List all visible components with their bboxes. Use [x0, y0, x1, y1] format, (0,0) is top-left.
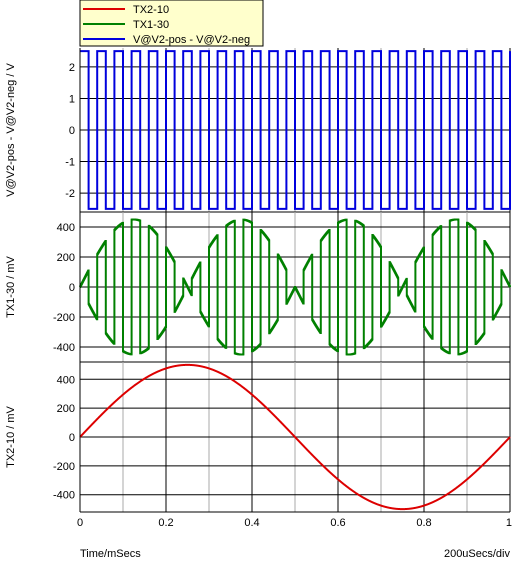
- panel-3: 400 200 0 -200 -400 TX2-10 / mV: [5, 362, 511, 513]
- y-tick-label: 400: [57, 374, 75, 386]
- panel-1: 2 1 0 -1 -2 V@V2-pos - V@V2-neg / V: [5, 48, 511, 213]
- series-line-v-v2-pos-v-v2-neg: [80, 50, 511, 210]
- series-line-tx1-30: [79, 218, 511, 356]
- y-tick-label: 200: [57, 403, 75, 415]
- y-tick-label: -2: [65, 188, 75, 200]
- panel-2: 400 200 0 -200 -400 TX1-30 / mV: [5, 212, 511, 363]
- x-tick-labels: 0 0.2 0.4 0.6 0.8 1: [77, 517, 512, 529]
- y-tick-label: 1: [69, 93, 75, 105]
- x-tick-label: 0: [77, 517, 83, 529]
- legend: TX2-10 TX1-30 V@V2-pos - V@V2-neg: [79, 0, 264, 47]
- x-tick-label: 0.6: [330, 517, 345, 529]
- y-tick-label: -400: [53, 342, 75, 354]
- x-scale-label: 200uSecs/div: [444, 548, 511, 560]
- legend-label-vdiff: V@V2-pos - V@V2-neg: [133, 34, 250, 46]
- y-axis-label: TX1-30 / mV: [5, 255, 17, 317]
- x-axis-label: Time/mSecs: [80, 548, 141, 560]
- y-axis-label: TX2-10 / mV: [5, 405, 17, 467]
- legend-label-tx2-10: TX2-10: [133, 4, 169, 16]
- y-tick-label: -1: [65, 157, 75, 169]
- x-tick-label: 1: [506, 517, 512, 529]
- y-tick-label: 0: [69, 432, 75, 444]
- series-line-tx2-10: [79, 363, 511, 511]
- x-tick-label: 0.8: [416, 517, 431, 529]
- x-tick-label: 0.2: [158, 517, 173, 529]
- plot-panels: 2 1 0 -1 -2 V@V2-pos - V@V2-neg / V 400 200 0 -20…: [5, 48, 511, 513]
- y-tick-label: -400: [53, 490, 75, 502]
- y-tick-label: 200: [57, 252, 75, 264]
- y-tick-label: 400: [57, 222, 75, 234]
- y-tick-label: 0: [69, 282, 75, 294]
- y-tick-label: 2: [69, 62, 75, 74]
- y-tick-label: -200: [53, 312, 75, 324]
- legend-label-tx1-30: TX1-30: [133, 19, 169, 31]
- x-tick-label: 0.4: [244, 517, 259, 529]
- y-tick-label: 0: [69, 125, 75, 137]
- y-tick-label: -200: [53, 461, 75, 473]
- y-axis-label: V@V2-pos - V@V2-neg / V: [5, 63, 17, 197]
